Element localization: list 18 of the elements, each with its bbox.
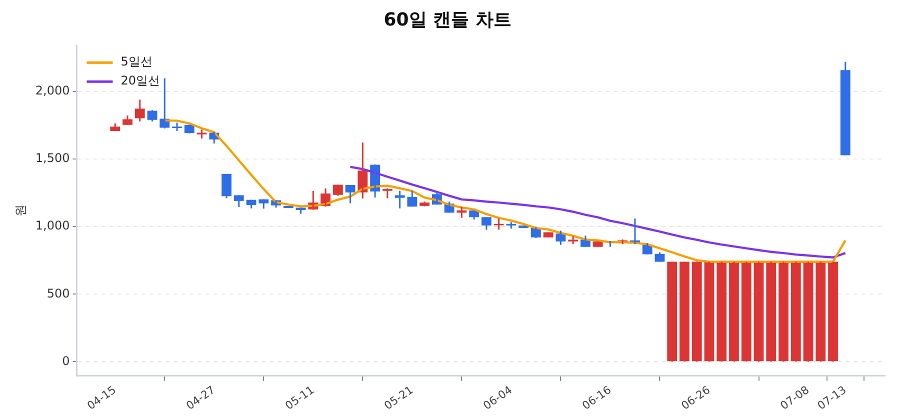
y-axis-title: 원: [13, 204, 28, 217]
y-tick-label: 1,000: [35, 218, 70, 233]
y-tick-label: 2,000: [35, 84, 70, 98]
legend-label: 20일선: [120, 74, 160, 88]
candlestick: [382, 188, 392, 199]
candlestick: [172, 122, 182, 132]
candlestick: [122, 114, 132, 126]
chart-title: 60일 캔들 차트: [384, 9, 512, 30]
legend-label: 5일선: [120, 54, 152, 69]
candlestick: [196, 128, 207, 140]
y-tick-label: 1,500: [35, 151, 70, 166]
y-tick-label: 0: [62, 354, 70, 368]
candlestick: [518, 224, 529, 229]
candlestick: [543, 232, 554, 238]
y-tick-label: 500: [46, 286, 70, 300]
candlestick: [568, 236, 578, 245]
candlestick: [592, 240, 603, 248]
candlestick: [283, 205, 294, 209]
